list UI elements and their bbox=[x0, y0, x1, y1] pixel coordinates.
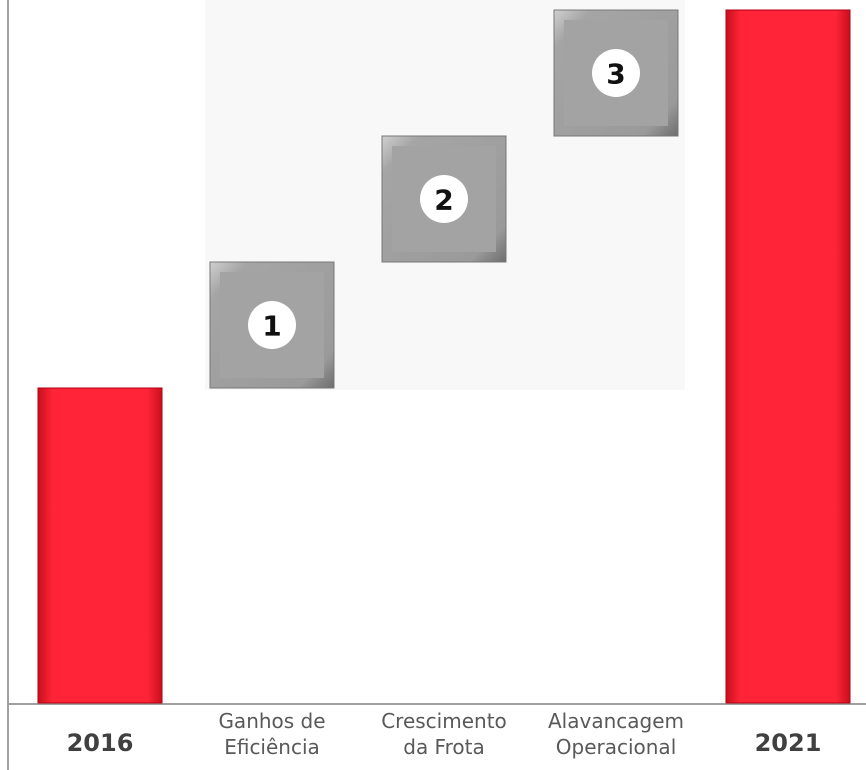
x-tick-label: Crescimento da Frota bbox=[381, 709, 507, 759]
step-label: 3 bbox=[606, 58, 625, 91]
x-tick-label: Alavancagem Operacional bbox=[548, 709, 684, 759]
total-bar bbox=[37, 387, 163, 704]
step-badge bbox=[248, 301, 296, 349]
total-bar bbox=[725, 9, 851, 704]
step-badge bbox=[592, 49, 640, 97]
step-label: 2 bbox=[434, 184, 453, 217]
x-tick-label: Ganhos de Eficiência bbox=[218, 709, 326, 759]
x-tick-label: 2016 bbox=[66, 729, 134, 757]
step-label: 1 bbox=[262, 310, 281, 343]
x-tick-label: 2021 bbox=[754, 729, 822, 757]
step-badge bbox=[420, 175, 468, 223]
